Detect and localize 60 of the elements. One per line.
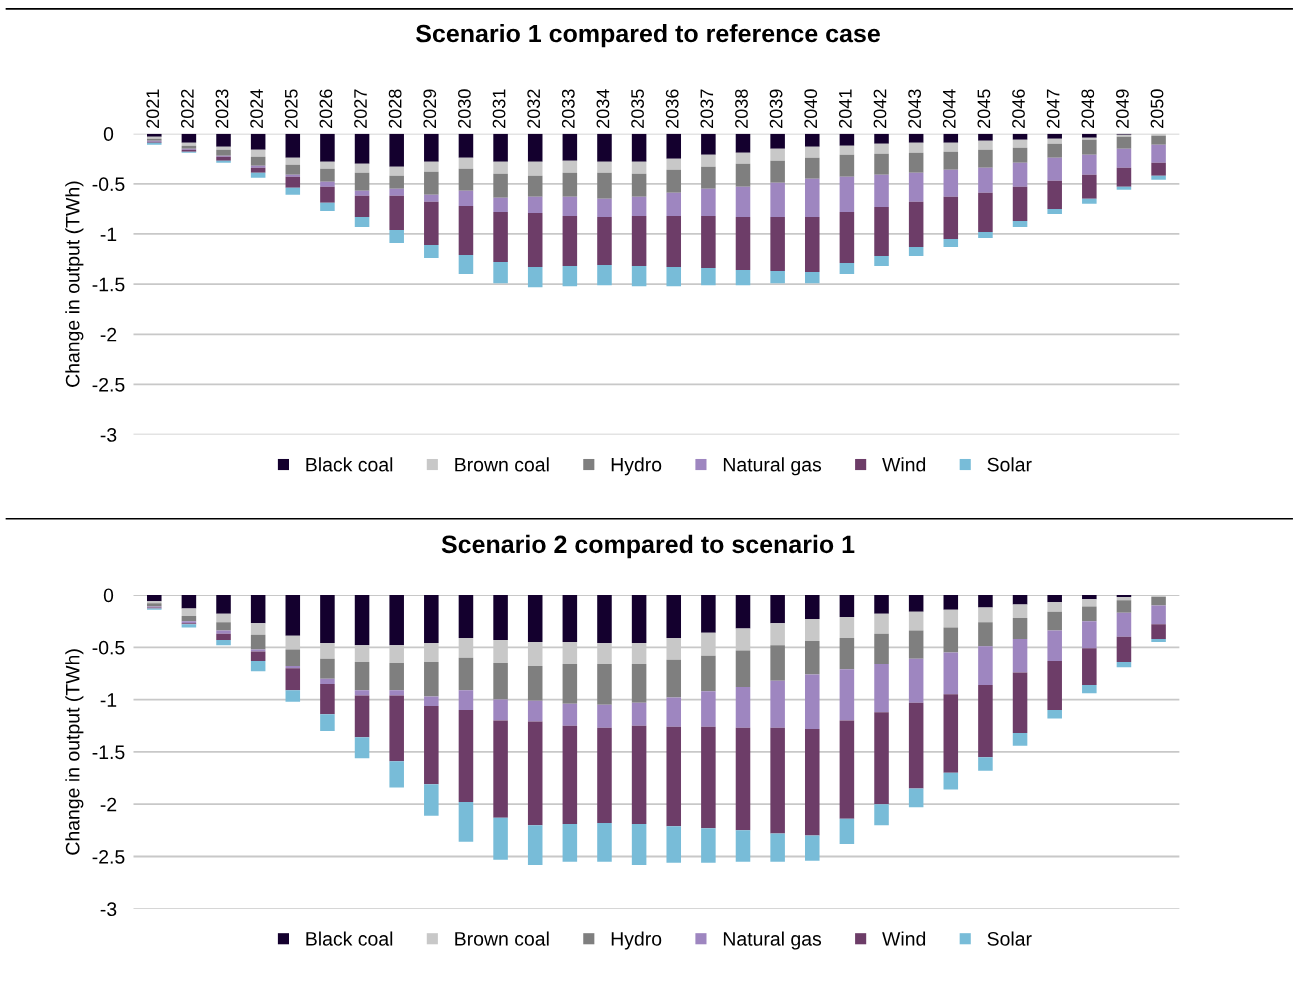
y-tick-label: -1 [100,227,117,242]
chart-title: Scenario 1 compared to reference case [415,23,880,48]
y-tick-label: -2 [100,797,117,812]
y-tick-label: 0 [103,127,114,141]
x-tick-label: 2037 [700,89,714,128]
legend-label: Solar [987,457,1032,472]
legend-label: Black coal [306,457,393,472]
x-tick-label: 2035 [631,89,644,128]
x-tick-label: 2022 [180,89,194,128]
x-tick-label: 2027 [354,89,367,128]
y-tick-label: -2.5 [92,849,125,864]
y-tick-label: 0 [103,588,114,603]
y-axis-title: Change in output (TWh) [65,649,84,855]
x-tick-label: 2048 [1081,89,1095,128]
y-axis-title: Change in output (TWh) [65,181,84,387]
x-tick-label: 2046 [1012,89,1025,128]
legend-label: Wind [882,457,926,472]
chart-title: Scenario 2 compared to scenario 1 [441,534,855,559]
y-tick-label: -3 [100,428,117,442]
x-tick-label: 2034 [596,89,610,128]
x-tick-label: 2026 [319,89,333,128]
x-tick-label: 2028 [388,89,402,128]
y-tick-label: -0.5 [92,177,125,192]
x-tick-label: 2047 [1046,89,1060,128]
x-tick-label: 2030 [458,89,471,128]
x-tick-label: 2024 [250,89,264,128]
legend-label: Natural gas [723,931,822,950]
y-tick-label: -1.5 [92,745,125,760]
x-tick-label: 2023 [215,89,229,128]
y-tick-label: -2.5 [92,377,125,392]
x-tick-label: 2043 [908,89,922,128]
x-tick-label: 2040 [804,89,818,128]
x-tick-label: 2025 [284,89,298,128]
legend-label: Solar [987,931,1032,946]
legend-label: Brown coal [455,931,549,946]
x-tick-label: 2050 [1150,89,1164,128]
x-tick-label: 2038 [735,89,748,128]
x-tick-label: 2021 [146,89,160,128]
x-tick-label: 2031 [492,89,506,128]
x-tick-label: 2039 [769,89,783,128]
legend-label: Natural gas [723,457,822,476]
y-tick-label: -0.5 [92,640,125,655]
x-tick-label: 2041 [838,89,852,128]
legend-label: Hydro [611,931,662,950]
legend-label: Black coal [306,931,393,946]
y-tick-label: -3 [100,902,117,917]
x-tick-label: 2045 [977,89,991,128]
x-tick-label: 2044 [942,89,956,128]
x-tick-label: 2042 [873,89,887,128]
x-tick-label: 2029 [423,89,437,128]
x-tick-label: 2032 [527,89,541,128]
x-tick-label: 2033 [561,89,575,128]
x-tick-label: 2049 [1116,89,1129,128]
y-tick-label: -1 [100,693,117,707]
y-tick-label: -1.5 [92,277,125,292]
legend-label: Hydro [611,457,662,476]
y-tick-label: -2 [100,327,117,342]
legend-label: Wind [882,931,926,946]
x-tick-label: 2036 [665,89,679,128]
legend-label: Brown coal [455,457,549,472]
